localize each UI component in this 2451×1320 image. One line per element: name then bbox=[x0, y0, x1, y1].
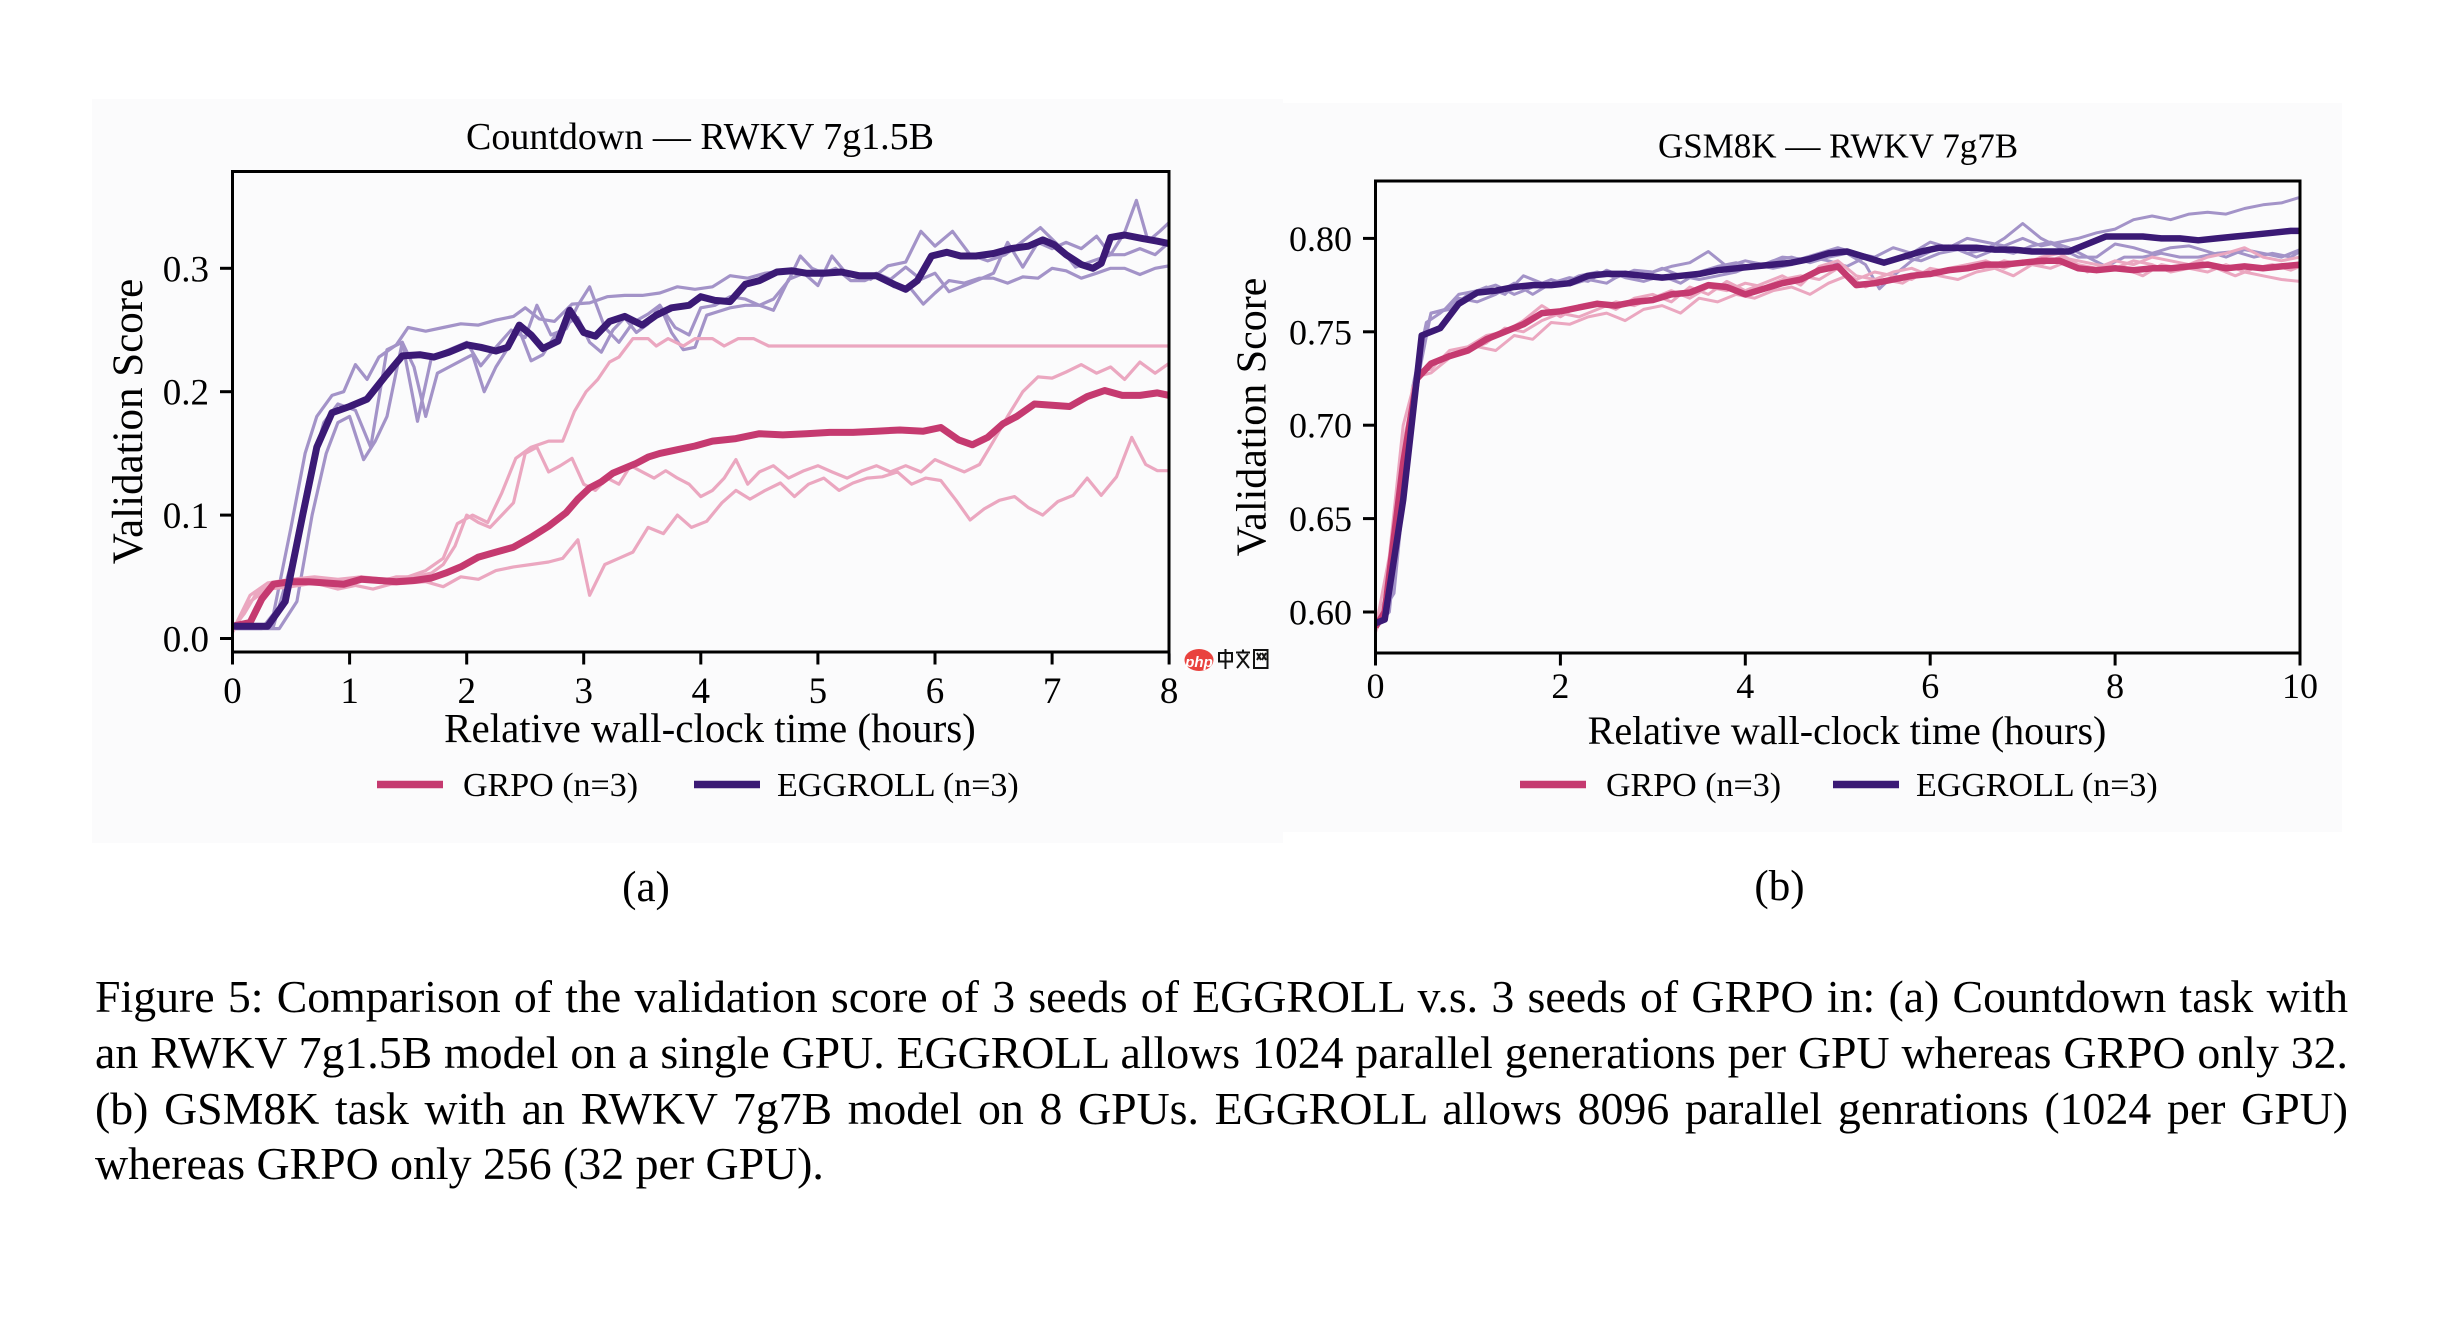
svg-text:0.60: 0.60 bbox=[1289, 593, 1352, 633]
svg-text:5: 5 bbox=[809, 671, 828, 712]
svg-text:0.2: 0.2 bbox=[163, 373, 209, 414]
svg-text:4: 4 bbox=[1736, 666, 1754, 706]
svg-text:Validation Score: Validation Score bbox=[105, 279, 152, 564]
svg-text:3: 3 bbox=[574, 671, 593, 712]
svg-text:Validation Score: Validation Score bbox=[1230, 278, 1276, 557]
svg-text:0: 0 bbox=[1367, 666, 1385, 706]
svg-text:1: 1 bbox=[340, 671, 359, 712]
svg-text:6: 6 bbox=[1921, 666, 1939, 706]
svg-text:0.1: 0.1 bbox=[163, 496, 209, 537]
svg-text:GSM8K — RWKV 7g7B: GSM8K — RWKV 7g7B bbox=[1658, 126, 2018, 165]
svg-text:0.65: 0.65 bbox=[1289, 499, 1352, 539]
svg-text:10: 10 bbox=[2282, 666, 2318, 706]
svg-text:0.80: 0.80 bbox=[1289, 219, 1352, 259]
svg-text:php: php bbox=[1184, 654, 1213, 671]
svg-text:Relative wall-clock time (hour: Relative wall-clock time (hours) bbox=[1588, 708, 2107, 753]
svg-text:8: 8 bbox=[1160, 671, 1179, 712]
svg-text:8: 8 bbox=[2106, 666, 2124, 706]
svg-text:(a): (a) bbox=[622, 864, 670, 911]
svg-text:GRPO (n=3): GRPO (n=3) bbox=[1606, 767, 1781, 804]
svg-text:2: 2 bbox=[457, 671, 476, 712]
svg-text:0.0: 0.0 bbox=[163, 620, 209, 661]
svg-text:Countdown — RWKV 7g1.5B: Countdown — RWKV 7g1.5B bbox=[466, 116, 934, 158]
svg-text:(b): (b) bbox=[1754, 863, 1804, 910]
svg-text:6: 6 bbox=[926, 671, 945, 712]
svg-text:2: 2 bbox=[1551, 666, 1569, 706]
svg-text:0.70: 0.70 bbox=[1289, 406, 1352, 446]
svg-text:0.75: 0.75 bbox=[1289, 312, 1352, 352]
svg-text:EGGROLL (n=3): EGGROLL (n=3) bbox=[777, 767, 1019, 804]
svg-text:Relative wall-clock time (hour: Relative wall-clock time (hours) bbox=[444, 705, 976, 751]
svg-text:EGGROLL (n=3): EGGROLL (n=3) bbox=[1916, 767, 2158, 804]
svg-text:4: 4 bbox=[692, 671, 711, 712]
svg-text:7: 7 bbox=[1043, 671, 1062, 712]
svg-text:0.3: 0.3 bbox=[163, 249, 209, 290]
svg-text:GRPO (n=3): GRPO (n=3) bbox=[463, 767, 638, 804]
svg-text:0: 0 bbox=[223, 671, 242, 712]
